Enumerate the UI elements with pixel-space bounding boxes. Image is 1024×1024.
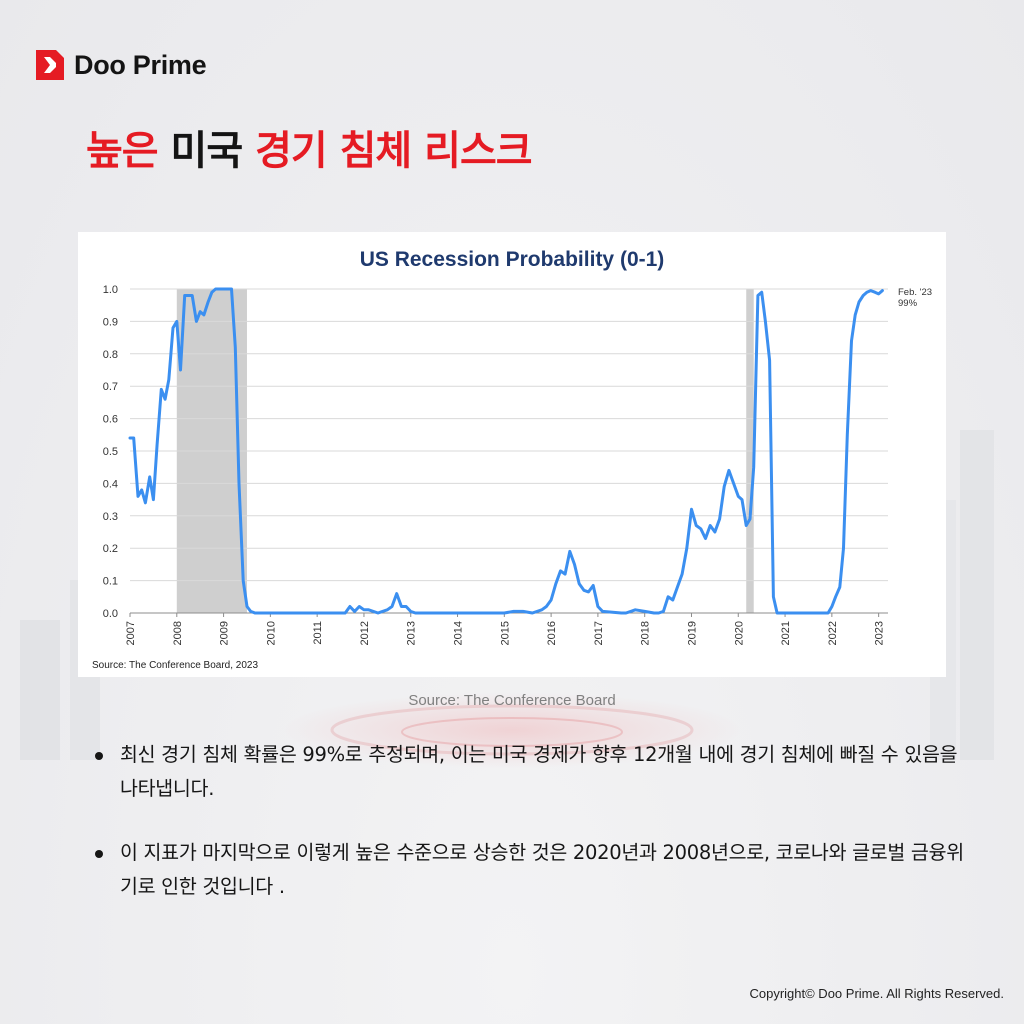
chart-title: US Recession Probability (0-1) (360, 248, 665, 271)
copyright-text: Copyright© Doo Prime. All Rights Reserve… (749, 986, 1004, 1001)
doo-prime-logo-icon (36, 50, 64, 80)
recession-probability-chart: 0.0 0.1 0.2 0.3 0.4 0.5 0.6 0.7 0.8 0.9 1.0 2007 200… (92, 248, 932, 671)
y-tick-label: 0.6 (103, 414, 118, 426)
x-tick-label: 2020 (733, 621, 745, 645)
y-tick-label: 0.8 (103, 349, 118, 361)
x-tick-label: 2013 (406, 621, 418, 645)
x-tick-label: 2016 (546, 621, 558, 645)
brand-logo: Doo Prime (36, 48, 207, 82)
annotation-value: 99% (898, 298, 918, 309)
y-tick-label: 0.3 (103, 511, 118, 523)
x-tick-label: 2011 (312, 621, 324, 645)
y-tick-label: 1.0 (103, 284, 118, 296)
chart-card: 0.0 0.1 0.2 0.3 0.4 0.5 0.6 0.7 0.8 0.9 1.0 2007 200… (78, 232, 946, 677)
y-tick-label: 0.5 (103, 446, 118, 458)
x-tick-label: 2021 (780, 621, 792, 645)
x-tick-label: 2023 (874, 621, 886, 645)
x-tick-label: 2008 (172, 621, 184, 645)
x-tick-label: 2017 (593, 621, 605, 645)
y-tick-label: 0.4 (103, 478, 118, 490)
page-title: 높은 미국 경기 침체 리스크 (86, 118, 533, 176)
chart-caption: Source: The Conference Board (408, 692, 616, 709)
x-tick-label: 2012 (359, 621, 371, 645)
x-tick-label: 2014 (453, 621, 465, 645)
title-part-3: 경기 침체 리스크 (255, 128, 532, 174)
annotation-date: Feb. '23 (898, 287, 932, 298)
y-tick-label: 0.0 (103, 608, 118, 620)
y-tick-label: 0.2 (103, 543, 118, 555)
x-tick-label: 2018 (640, 621, 652, 645)
y-tick-label: 0.9 (103, 316, 118, 328)
bullet-item-2: 이 지표가 마지막으로 이렇게 높은 수준으로 상승한 것은 2020년과 20… (92, 836, 972, 904)
y-tick-label: 0.1 (103, 576, 118, 588)
title-part-2: 미국 (170, 128, 244, 174)
title-part-1: 높은 (86, 128, 159, 174)
chart-source: Source: The Conference Board, 2023 (92, 660, 258, 671)
brand-name: Doo Prime (74, 49, 207, 80)
bullet-item-1: 최신 경기 침체 확률은 99%로 추정되며, 이는 미국 경제가 향후 12개… (92, 738, 972, 806)
x-tick-label: 2019 (686, 621, 698, 645)
recession-probability-line (128, 287, 884, 615)
x-tick-label: 2022 (827, 621, 839, 645)
x-tick-label: 2007 (125, 621, 137, 645)
y-tick-label: 0.7 (103, 381, 118, 393)
bullet-list: 최신 경기 침체 확률은 99%로 추정되며, 이는 미국 경제가 향후 12개… (92, 738, 972, 934)
x-tick-label: 2009 (219, 621, 231, 645)
x-tick-label: 2015 (499, 621, 511, 645)
x-tick-label: 2010 (265, 621, 277, 645)
